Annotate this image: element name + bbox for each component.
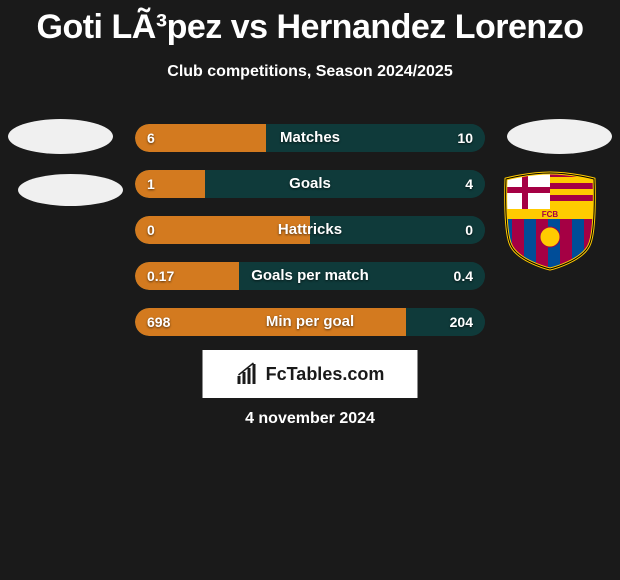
date-label: 4 november 2024 — [0, 410, 620, 428]
svg-text:FCB: FCB — [542, 210, 559, 219]
stat-bar-row: 0.170.4Goals per match — [135, 262, 485, 290]
stat-label: Hattricks — [135, 216, 485, 244]
stat-bar-row: 610Matches — [135, 124, 485, 152]
chart-icon — [236, 362, 260, 386]
club-badge: FCB — [500, 171, 600, 271]
stat-bar-row: 698204Min per goal — [135, 308, 485, 336]
brand-text: FcTables.com — [266, 364, 385, 385]
stat-bar-row: 00Hattricks — [135, 216, 485, 244]
player1-photo-placeholder — [8, 119, 113, 154]
brand-box: FcTables.com — [203, 350, 418, 398]
stat-label: Goals — [135, 170, 485, 198]
stats-bar-list: 610Matches 14Goals 00Hattricks 0.170.4Goals… — [135, 124, 485, 354]
stat-label: Min per goal — [135, 308, 485, 336]
stat-label: Matches — [135, 124, 485, 152]
page-title: Goti LÃ³pez vs Hernandez Lorenzo — [0, 0, 620, 47]
player2-photo-placeholder — [507, 119, 612, 154]
page-subtitle: Club competitions, Season 2024/2025 — [0, 63, 620, 81]
player1-club-placeholder — [18, 174, 123, 206]
stat-bar-row: 14Goals — [135, 170, 485, 198]
stat-label: Goals per match — [135, 262, 485, 290]
